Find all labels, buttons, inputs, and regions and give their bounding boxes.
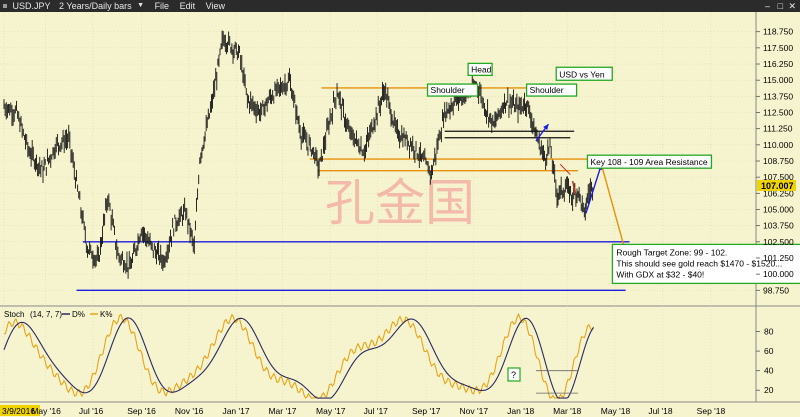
price-tick-label: 106.250 — [763, 188, 794, 198]
d-line — [3, 317, 594, 399]
stoch-question-box — [507, 367, 521, 382]
price-tick-label: 113.750 — [763, 91, 793, 101]
target-zone-text: Rough Target Zone: 99 - 102. — [616, 247, 727, 257]
watermark-text: 孔金国 — [325, 174, 475, 232]
price-tick-label: 111.250 — [763, 124, 793, 134]
stoch-lines — [3, 312, 595, 399]
time-tick-label: Nov '17 — [460, 406, 489, 416]
target-zone-box — [611, 243, 800, 285]
maximize-icon[interactable]: □ — [777, 1, 783, 11]
last-price-box — [757, 180, 796, 191]
menu-file[interactable]: File — [154, 1, 170, 11]
target-zone-text: With GDX at $32 - $40! — [616, 269, 704, 279]
chart-style-label: 2 Years/Daily bars — [59, 1, 132, 11]
red-segment — [559, 163, 571, 175]
time-tick-label: May '17 — [316, 406, 346, 416]
stoch-params: (14, 7, 7) — [30, 310, 62, 319]
time-tick-label: Sep '18 — [697, 406, 726, 416]
price-tick-label: 108.750 — [763, 156, 794, 166]
time-tick-label: Jul '17 — [364, 406, 389, 416]
time-tick-label: 3/9/2016 — [2, 406, 35, 416]
d-legend-label: D% — [72, 310, 85, 319]
annotation-box — [467, 62, 493, 77]
time-tick-label: Sep '17 — [412, 406, 441, 416]
price-axis — [756, 12, 800, 417]
target-zone-text: This should see gold reach $1470 - $1520… — [616, 258, 782, 268]
menu-edit[interactable]: Edit — [179, 1, 196, 11]
time-tick-label: Jul '18 — [648, 406, 673, 416]
k-legend-label: K% — [100, 310, 112, 319]
title-bar: USD.JPY 2 Years/Daily bars ▼ File Edit V… — [0, 0, 800, 12]
annotation-text: USD vs Yen — [559, 69, 605, 79]
stoch-panel — [0, 307, 756, 402]
price-tick-label: 101.250 — [763, 253, 794, 263]
annotations: Shoulder Head Shoulder USD vs Yen Key 108 - … — [426, 62, 800, 285]
small-arrow-head — [543, 124, 549, 131]
k-line — [3, 312, 595, 399]
price-tick-label: 107.500 — [763, 172, 794, 182]
time-tick-label: May '18 — [601, 406, 631, 416]
time-tick-label: May '16 — [31, 406, 61, 416]
up-arrow — [585, 164, 603, 214]
chart-canvas[interactable]: 孔金国 Shoulder Head Shoulder USD vs Yen Key 10… — [0, 12, 800, 417]
time-tick-label: Sep '16 — [127, 406, 156, 416]
window-menu-icon[interactable] — [3, 4, 7, 8]
price-tick-label: 100.000 — [763, 269, 794, 279]
stoch-tick-label: 40 — [764, 366, 774, 376]
annotation-box — [426, 83, 479, 97]
time-tick-label: Mar '18 — [553, 406, 581, 416]
annotation-box — [586, 154, 713, 169]
price-tick-label: 115.000 — [763, 75, 793, 85]
last-price-label: 107.007 — [761, 181, 794, 191]
price-tick-label: 117.500 — [763, 43, 793, 53]
stoch-tick-label: 20 — [764, 385, 774, 395]
horizontal-lines — [76, 87, 630, 291]
price-tick-label: 105.000 — [763, 204, 794, 214]
price-tick-label: 116.250 — [763, 59, 793, 69]
annotation-text: Key 108 - 109 Area Resistance — [590, 157, 707, 167]
start-date-box — [0, 405, 40, 416]
stoch-tick-labels: 20 40 60 80 — [756, 327, 774, 395]
stoch-tick-label: 60 — [764, 346, 774, 356]
price-bars — [3, 30, 594, 279]
time-tick-label: Nov '16 — [175, 406, 204, 416]
price-tick-label: 118.750 — [763, 27, 793, 37]
annotation-text: Head — [471, 64, 492, 74]
price-tick-label: 112.500 — [763, 108, 793, 118]
red-segment — [571, 180, 577, 195]
symbol-title: USD.JPY — [12, 1, 51, 11]
price-tick-label: 102.500 — [763, 237, 794, 247]
time-tick-label: Jul '16 — [79, 406, 104, 416]
price-tick-labels: 98.750 100.000 101.250 102.500 103.750 105.00… — [756, 27, 794, 295]
price-tick-label: 98.750 — [763, 285, 789, 295]
close-icon[interactable]: ✕ — [788, 1, 796, 11]
menu-view[interactable]: View — [205, 1, 225, 11]
annotation-text: Shoulder — [530, 85, 564, 95]
stoch-title: Stoch — [4, 310, 24, 319]
annotation-box — [525, 83, 578, 97]
stoch-question-mark: ? — [511, 370, 516, 380]
annotation-box — [555, 66, 613, 81]
time-tick-label: Jan '17 — [222, 406, 249, 416]
chevron-down-icon[interactable]: ▼ — [137, 2, 145, 9]
time-tick-label: Jan '18 — [507, 406, 534, 416]
stoch-tick-label: 80 — [764, 327, 774, 337]
annotation-text: Shoulder — [431, 85, 465, 95]
minimize-icon[interactable]: – — [764, 1, 770, 11]
price-tick-label: 103.750 — [763, 221, 794, 231]
price-tick-label: 110.000 — [763, 140, 793, 150]
time-tick-label: Mar '17 — [268, 406, 296, 416]
